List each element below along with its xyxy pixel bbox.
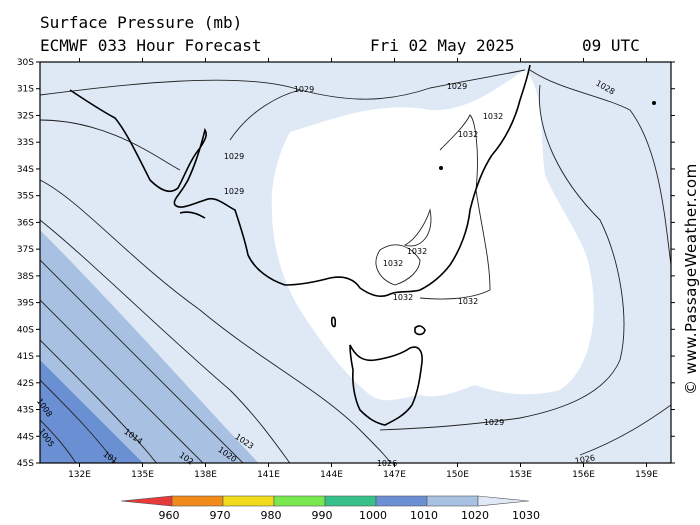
lon-label: 150E — [446, 470, 469, 480]
lat-label: 41S — [17, 352, 34, 362]
forecast-model: ECMWF 033 Hour Forecast — [40, 36, 262, 55]
isobar-label: 1029 — [224, 152, 244, 161]
lat-label: 36S — [17, 218, 34, 228]
colorbar-segment — [171, 495, 224, 507]
svg-text:1032: 1032 — [393, 293, 413, 302]
isobar-label: 1032 — [407, 247, 427, 256]
isobar-label: 1029 — [447, 82, 467, 91]
isobar-label: 1029 — [224, 187, 244, 196]
isobar-label: 1026 — [377, 459, 397, 468]
colorbar-label: 1010 — [410, 509, 438, 522]
svg-text:1032: 1032 — [407, 247, 427, 256]
colorbar-segment — [477, 495, 530, 507]
colorbar-label: 990 — [312, 509, 333, 522]
isobar-label: 1029 — [484, 418, 504, 427]
lon-label: 138E — [194, 470, 217, 480]
lon-label: 141E — [257, 470, 280, 480]
map-axes: 30S 31S 32S 33S 34S 35S 36S 37S 38S 39S 40S 41S 42S 4… — [17, 58, 675, 480]
svg-text:1032: 1032 — [483, 112, 503, 121]
coastline — [69, 64, 531, 426]
svg-text:1032: 1032 — [383, 259, 403, 268]
svg-text:1029: 1029 — [294, 85, 314, 94]
lat-label: 39S — [17, 299, 34, 309]
colorbar-label: 970 — [210, 509, 231, 522]
lat-label: 33S — [17, 138, 34, 148]
colorbar-label: 960 — [159, 509, 180, 522]
isobar-label: 1032 — [393, 293, 413, 302]
isobar-lines — [40, 69, 671, 463]
lon-label: 135E — [131, 470, 154, 480]
colorbar-label: 1020 — [461, 509, 489, 522]
isobar-label: 1032 — [383, 259, 403, 268]
lon-label: 147E — [383, 470, 406, 480]
lon-label: 156E — [572, 470, 595, 480]
isobar-label: 1032 — [483, 112, 503, 121]
lat-label: 35S — [17, 192, 34, 202]
forecast-date: Fri 02 May 2025 — [370, 36, 515, 55]
isobar-label: 1032 — [458, 297, 478, 306]
lat-label: 38S — [17, 272, 34, 282]
isobar-label: 1026 — [574, 453, 596, 465]
lat-label: 45S — [17, 459, 34, 469]
svg-text:1029: 1029 — [224, 152, 244, 161]
lat-label: 37S — [17, 245, 34, 255]
lat-label: 31S — [17, 85, 34, 95]
colorbar-segment — [426, 495, 479, 507]
map-frame — [39, 61, 672, 464]
isobar-label: 1029 — [294, 85, 314, 94]
colorbar-segment — [375, 495, 428, 507]
lon-label: 132E — [68, 470, 91, 480]
colorbar-label: 980 — [261, 509, 282, 522]
chart-title: Surface Pressure (mb) — [40, 13, 243, 32]
lat-label: 30S — [17, 58, 34, 68]
colorbar-segment — [120, 495, 173, 507]
svg-text:1029: 1029 — [224, 187, 244, 196]
lat-label: 40S — [17, 325, 34, 335]
colorbar-segment — [324, 495, 377, 507]
lat-label: 43S — [17, 406, 34, 416]
svg-text:1029: 1029 — [484, 418, 504, 427]
lat-label: 34S — [17, 165, 34, 175]
colorbar-label: 1000 — [359, 509, 387, 522]
credit-text: © www.PassageWeather.com — [682, 163, 700, 395]
svg-text:1026: 1026 — [377, 459, 397, 468]
high-pressure-area — [271, 70, 594, 401]
svg-text:1032: 1032 — [458, 297, 478, 306]
lat-label: 42S — [17, 379, 34, 389]
lon-label: 159E — [635, 470, 658, 480]
lat-label: 32S — [17, 111, 34, 121]
svg-text:1032: 1032 — [458, 130, 478, 139]
lon-label: 153E — [509, 470, 532, 480]
lat-label: 44S — [17, 432, 34, 442]
colorbar-label: 1030 — [512, 509, 540, 522]
forecast-time: 09 UTC — [582, 36, 640, 55]
svg-text:1026: 1026 — [574, 453, 596, 465]
colorbar-segment — [273, 495, 326, 507]
svg-text:1029: 1029 — [447, 82, 467, 91]
pressure-band-1000-1010 — [40, 360, 144, 463]
colorbar-segment — [222, 495, 275, 507]
lon-label: 144E — [320, 470, 343, 480]
pressure-band-1010-1020 — [40, 230, 259, 463]
pressure-colorbar: 960 970 980 990 1000 1010 1020 1030 — [120, 495, 540, 522]
isobar-label: 1032 — [458, 130, 478, 139]
